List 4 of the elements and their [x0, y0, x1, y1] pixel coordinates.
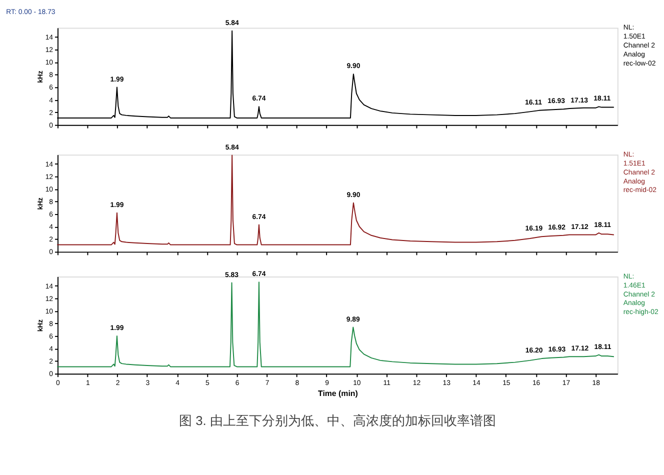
line-series [56, 154, 614, 246]
x-axis-title: Time (min) [318, 388, 358, 398]
text: 图 3. 由上至下分别为低、中、高浓度的加标回收率谱图 [179, 413, 496, 428]
line-series [56, 282, 614, 368]
